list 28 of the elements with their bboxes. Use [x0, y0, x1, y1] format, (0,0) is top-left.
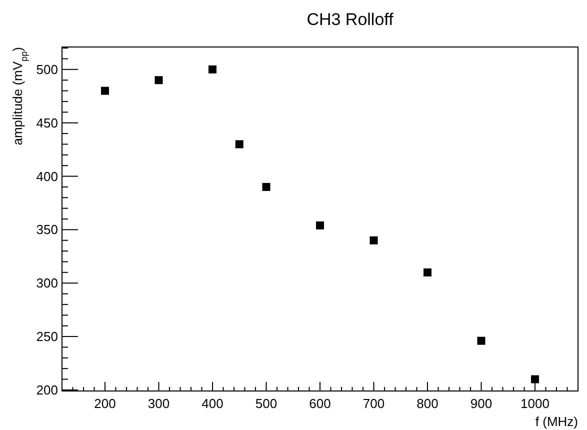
point [531, 375, 539, 384]
chart-title: CH3 Rolloff [306, 10, 394, 29]
y-tick-label: 400 [36, 168, 58, 184]
y-tick-label: 200 [36, 382, 58, 398]
x-axis-title: f (MHz) [535, 414, 578, 429]
point [370, 236, 378, 244]
y-tick-label: 350 [36, 222, 58, 238]
x-tick-label: 600 [309, 396, 331, 411]
x-tick-label: 300 [148, 396, 170, 411]
point [262, 182, 270, 191]
point [316, 221, 324, 230]
x-tick-label: 500 [255, 396, 278, 411]
point [424, 268, 432, 276]
point [235, 140, 244, 148]
point [101, 86, 109, 95]
x-tick-label: 800 [416, 396, 438, 411]
y-tick-label: 500 [36, 62, 58, 77]
y-tick-label: 300 [36, 276, 58, 291]
point [154, 76, 163, 84]
point [477, 336, 486, 345]
x-tick-label: 1000 [520, 396, 550, 411]
x-tick-label: 200 [94, 396, 116, 411]
x-tick-label: 400 [202, 396, 224, 411]
point [208, 65, 216, 74]
x-tick-label: 700 [362, 396, 385, 411]
x-tick-label: 900 [470, 396, 492, 411]
y-tick-label: 450 [36, 115, 58, 130]
y-tick-label: 250 [36, 329, 58, 344]
